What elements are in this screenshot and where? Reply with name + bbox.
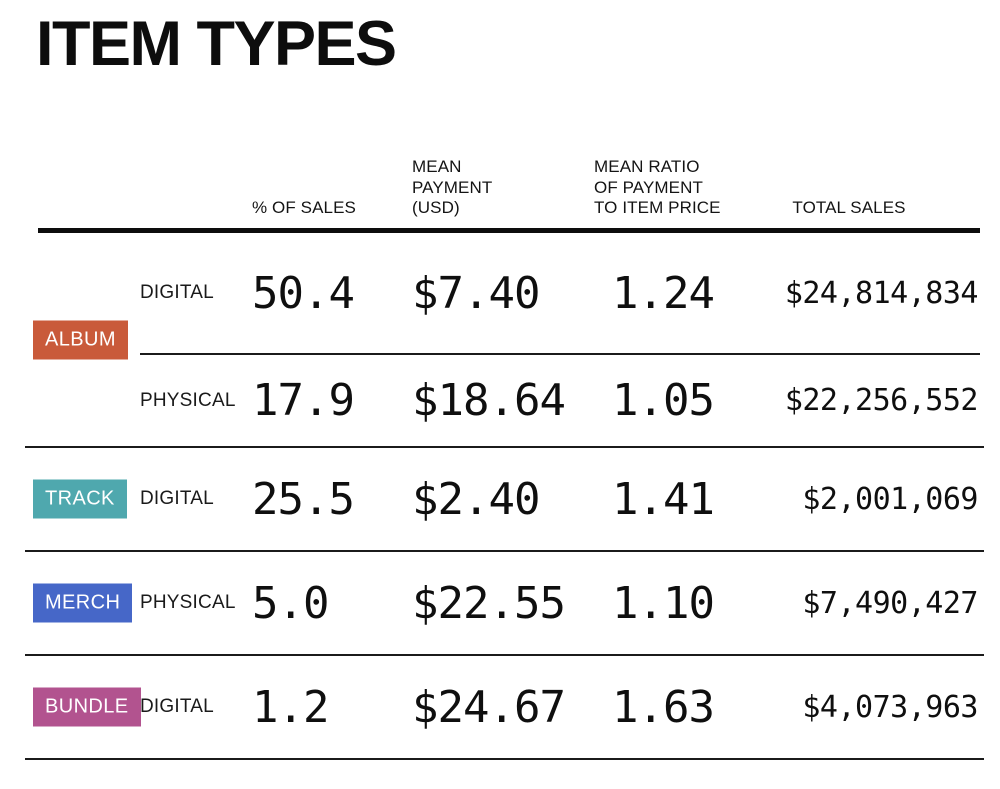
channel-label: DIGITAL [140, 696, 214, 717]
mean-ratio-value: 1.24 [612, 267, 715, 319]
pct-of-sales-value: 5.0 [252, 577, 329, 629]
column-header-total-sales: TOTAL SALES [792, 198, 906, 218]
channel-label: PHYSICAL [140, 389, 236, 411]
item-types-table: % OF SALES MEAN PAYMENT (USD) MEAN RATIO… [25, 140, 984, 760]
column-header-mean-ratio: MEAN RATIO OF PAYMENT TO ITEM PRICE [594, 156, 721, 218]
group-album: ALBUM DIGITAL 50.4 $7.40 1.24 $24,814,83… [33, 233, 980, 446]
pct-of-sales-value: 17.9 [252, 375, 355, 426]
mean-payment-value: $22.55 [412, 577, 566, 629]
table-row-merch-physical: PHYSICAL 5.0 $22.55 1.10 $7,490,427 [38, 552, 980, 654]
table-header-row: % OF SALES MEAN PAYMENT (USD) MEAN RATIO… [38, 140, 980, 233]
mean-payment-value: $7.40 [412, 267, 540, 319]
mean-payment-value: $24.67 [412, 681, 566, 733]
mean-payment-value: $2.40 [412, 473, 540, 525]
group-bundle: BUNDLE DIGITAL 1.2 $24.67 1.63 $4,073,96… [33, 656, 980, 758]
badge-track: TRACK [33, 479, 127, 519]
total-sales-value: $24,814,834 [784, 275, 979, 311]
table-row-album-physical: PHYSICAL 17.9 $18.64 1.05 $22,256,552 [38, 355, 980, 446]
total-sales-value: $7,490,427 [802, 585, 978, 621]
channel-label: DIGITAL [140, 488, 214, 509]
group-merch: MERCH PHYSICAL 5.0 $22.55 1.10 $7,490,42… [33, 552, 980, 654]
pct-of-sales-value: 25.5 [252, 473, 355, 525]
badge-merch: MERCH [33, 583, 133, 623]
total-sales-value: $2,001,069 [802, 481, 978, 517]
column-header-mean-payment: MEAN PAYMENT (USD) [412, 156, 493, 218]
badge-album: ALBUM [33, 320, 128, 359]
column-header-pct-of-sales: % OF SALES [252, 198, 356, 218]
badge-bundle: BUNDLE [33, 687, 141, 727]
row-divider [140, 353, 980, 355]
pct-of-sales-value: 50.4 [252, 267, 355, 319]
total-sales-value: $22,256,552 [784, 383, 979, 418]
group-divider [25, 446, 984, 448]
group-divider [25, 550, 984, 552]
table-row-bundle-digital: DIGITAL 1.2 $24.67 1.63 $4,073,963 [38, 656, 980, 758]
table-row-album-digital: DIGITAL 50.4 $7.40 1.24 $24,814,834 [38, 233, 980, 353]
group-track: TRACK DIGITAL 25.5 $2.40 1.41 $2,001,069 [33, 448, 980, 550]
group-divider [25, 654, 984, 656]
total-sales-value: $4,073,963 [802, 689, 978, 725]
page-title: ITEM TYPES [36, 9, 397, 79]
channel-label: PHYSICAL [140, 592, 236, 613]
channel-label: DIGITAL [140, 282, 214, 303]
mean-ratio-value: 1.10 [612, 577, 715, 629]
mean-ratio-value: 1.05 [612, 375, 715, 426]
mean-ratio-value: 1.63 [612, 681, 715, 733]
group-divider [25, 758, 984, 760]
table-row-track-digital: DIGITAL 25.5 $2.40 1.41 $2,001,069 [38, 448, 980, 550]
mean-ratio-value: 1.41 [612, 473, 715, 525]
pct-of-sales-value: 1.2 [252, 681, 329, 733]
mean-payment-value: $18.64 [412, 375, 566, 426]
